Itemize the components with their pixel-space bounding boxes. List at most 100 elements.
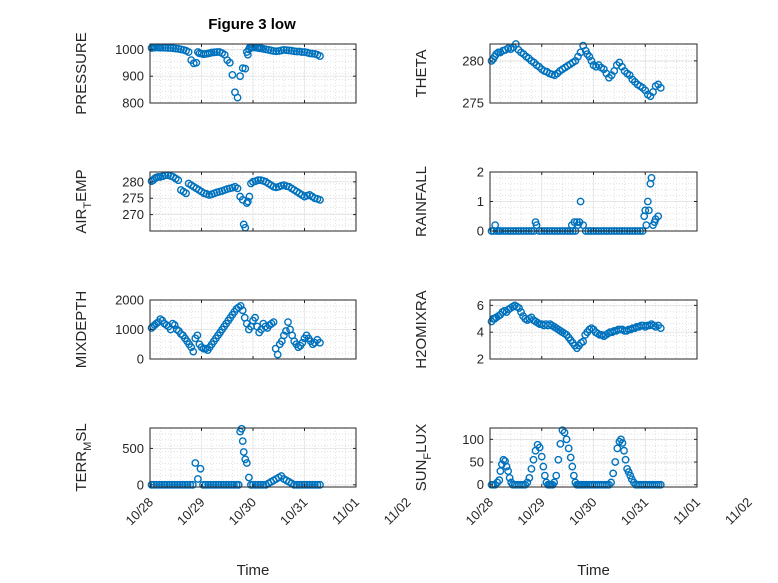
y-tick-label: 1000 (115, 322, 144, 337)
data-point (163, 480, 171, 489)
data-point (245, 192, 254, 201)
data-point (617, 435, 625, 444)
y-tick-label: 800 (122, 96, 144, 111)
data-point (273, 350, 282, 359)
subplot-sun-flux: 0 50 100 SUNFLUX 10/28 10/29 10/30 10/31 11/01 11… (413, 424, 755, 579)
data-point (298, 48, 306, 56)
data-point (222, 480, 231, 489)
y-tick-label: 270 (122, 207, 144, 222)
data-point (241, 64, 250, 73)
data-point (282, 327, 290, 335)
data-point (279, 331, 288, 340)
data-point (316, 195, 324, 204)
figure-title: Figure 3 low (208, 16, 296, 33)
data-point (621, 455, 630, 464)
y-tick-label: 0 (137, 477, 144, 492)
data-point (521, 480, 530, 489)
data-point (157, 480, 166, 489)
data-point (251, 480, 260, 489)
x-tick-label: 10/30 (566, 495, 600, 529)
data-point (254, 176, 263, 185)
data-point (308, 480, 317, 489)
data-point (173, 480, 182, 489)
data-point (605, 480, 613, 489)
data-point (535, 443, 544, 452)
data-point (643, 197, 652, 206)
data-point (656, 83, 665, 92)
x-tick-label: 10/30 (226, 495, 260, 529)
data-point (556, 439, 565, 448)
data-point (225, 58, 234, 67)
data-point (230, 480, 238, 489)
data-point (183, 480, 192, 489)
data-point (523, 478, 532, 487)
data-point (295, 480, 304, 489)
data-point (539, 462, 548, 471)
series-markers (487, 426, 665, 489)
data-point (290, 47, 299, 56)
data-point (504, 467, 513, 476)
data-point (647, 173, 656, 182)
y-tick-label: 0 (137, 352, 144, 367)
data-point (641, 206, 650, 215)
data-point (174, 176, 183, 185)
y-axis-label: PRESSURE (73, 32, 90, 115)
x-tick-label: 10/31 (277, 495, 311, 529)
data-point (189, 347, 198, 356)
data-point (316, 338, 324, 347)
data-point (654, 212, 663, 221)
data-point (251, 313, 259, 322)
subplot-terr-msl: 0 500 TERRMSL 10/28 10/29 10/30 10/31 11/01 11/0… (73, 423, 414, 579)
data-point (552, 471, 561, 480)
data-point (236, 301, 245, 310)
y-axis-label: SUNFLUX (413, 424, 434, 492)
data-point (587, 56, 596, 65)
subplot-pressure: 800 900 1000 PRESSURE (73, 32, 357, 115)
x-tick-label: 11/01 (670, 495, 703, 528)
subplot-rainfall: 0 1 2 RAINFALL (413, 165, 698, 239)
data-point (238, 306, 247, 315)
data-point (224, 480, 233, 489)
data-point (613, 444, 622, 453)
data-point (237, 424, 246, 433)
data-point (517, 308, 525, 316)
data-point (187, 343, 196, 352)
data-point (269, 318, 278, 327)
series-markers (147, 424, 324, 489)
data-point (656, 480, 665, 489)
data-point (568, 462, 577, 471)
data-point (238, 437, 247, 446)
data-point (254, 480, 263, 489)
data-point (496, 467, 505, 476)
data-point (308, 49, 317, 58)
data-point (243, 197, 252, 206)
data-point (201, 480, 210, 489)
data-point (170, 321, 179, 329)
data-point (569, 471, 578, 480)
y-axis-label: H2OMIXRA (413, 290, 430, 368)
data-point (611, 458, 620, 466)
y-tick-label: 500 (122, 441, 144, 456)
y-tick-label: 100 (462, 432, 484, 447)
data-point (241, 455, 250, 464)
data-point (298, 480, 306, 489)
data-point (227, 480, 236, 489)
data-point (495, 476, 504, 485)
x-tick-label: 11/01 (329, 495, 362, 528)
x-axis-label: Time (577, 562, 610, 579)
data-point (576, 48, 585, 57)
data-point (217, 480, 225, 489)
data-point (644, 206, 653, 215)
data-point (618, 439, 627, 447)
data-point (156, 43, 165, 52)
y-tick-label: 280 (122, 174, 144, 189)
data-point (204, 480, 213, 489)
data-point (562, 435, 571, 444)
y-tick-label: 2 (477, 165, 484, 180)
data-point (515, 304, 523, 312)
data-point (214, 480, 223, 489)
y-tick-label: 6 (477, 298, 484, 313)
y-axis-label: AIRTEMP (73, 169, 94, 233)
